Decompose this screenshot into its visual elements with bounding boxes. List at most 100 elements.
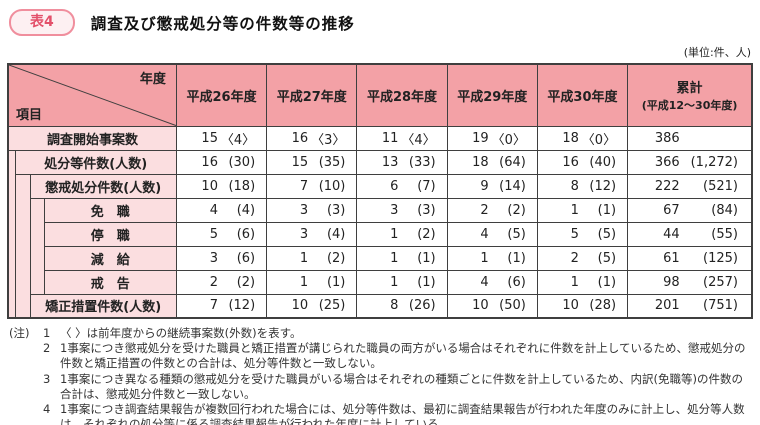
column-header-h30: 平成30年度 <box>536 63 629 127</box>
total-cell: 222 (521) <box>627 173 753 199</box>
total-cell: 98 (257) <box>627 269 753 295</box>
row-label: 戒 告 <box>43 269 177 295</box>
footnotes: (注) 1 〈 〉は前年度からの継続事案数(外数)を表す。 2 1事案につき懲戒… <box>9 326 751 425</box>
page-title: 調査及び懲戒処分等の件数等の推移 <box>90 14 355 33</box>
value-cell: 9 (14) <box>446 173 538 199</box>
value-cell: 2 (2) <box>175 269 268 295</box>
footnote-text: 1事案につき調査結果報告が複数回行われた場合には、処分等件数は、最初に調査結果報… <box>60 401 745 425</box>
total-header-line1: 累計 <box>676 81 703 97</box>
table-row-pay-cut: 減 給 3 (6) 1 (2) 1 (1) 1 (1) 2 (5) 61 (125) <box>8 245 753 271</box>
total-cell: 67 (84) <box>627 197 753 223</box>
value-cell: 1 (1) <box>536 197 629 223</box>
value-cell: 1 (1) <box>356 245 448 271</box>
value-cell: 4 (5) <box>446 221 538 247</box>
total-cell: 61 (125) <box>627 245 753 271</box>
total-cell: 44 (55) <box>627 221 753 247</box>
value-cell: 5 (5) <box>536 221 629 247</box>
value-cell: 2 (2) <box>446 197 538 223</box>
table-row-reprimand: 戒 告 2 (2) 1 (1) 1 (1) 4 (6) 1 (1) 98 (257) <box>8 269 753 295</box>
value-cell: 18 (64) <box>446 149 538 175</box>
value-cell: 4 (6) <box>446 269 538 295</box>
row-label: 調査開始事案数 <box>7 125 177 151</box>
footnote-3: 3 1事案につき異なる種類の懲戒処分を受けた職員がいる場合はそれぞれの種類ごとに… <box>9 372 751 402</box>
footnote-text: 1事案につき異なる種類の懲戒処分を受けた職員がいる場合はそれぞれの種類ごとに件数… <box>60 371 743 401</box>
value-cell: 15 (35) <box>266 149 358 175</box>
table-row-disciplinary-actions: 懲戒処分件数(人数) 10 (18) 7 (10) 6 (7) 9 (14) 8 (12)… <box>8 173 753 319</box>
value-cell: 8 (12) <box>536 173 629 199</box>
hierarchy-strip-level3 <box>29 197 45 295</box>
value-cell: 16 (40) <box>536 149 629 175</box>
value-cell: 18 〈0〉 <box>536 125 629 151</box>
diagonal-divider <box>9 65 176 126</box>
value-cell: 7 (10) <box>266 173 358 199</box>
corner-year-label: 年度 <box>139 72 166 87</box>
value-cell: 1 (1) <box>356 269 448 295</box>
total-cell: 366 (1,272) <box>627 149 753 175</box>
hierarchy-strip-level1 <box>7 149 16 319</box>
value-cell: 5 (6) <box>175 221 268 247</box>
hierarchy-strip-level2 <box>14 173 31 319</box>
value-cell: 16 (30) <box>175 149 268 175</box>
column-header-h27: 平成27年度 <box>266 63 358 127</box>
value-cell: 13 (33) <box>356 149 448 175</box>
column-header-h28: 平成28年度 <box>356 63 448 127</box>
table-title: 表4 調査及び懲戒処分等の件数等の推移 <box>9 9 753 36</box>
corner-item-label: 項目 <box>16 107 43 123</box>
table-row-suspension: 停 職 5 (6) 3 (4) 1 (2) 4 (5) 5 (5) 44 (55) <box>8 221 753 247</box>
unit-note: (単位:件、人) <box>683 46 751 59</box>
table-number-badge: 表4 <box>9 9 75 36</box>
total-header-line2: (平成12〜30年度) <box>641 99 738 113</box>
row-label: 停 職 <box>43 221 177 247</box>
column-header-total: 累計 (平成12〜30年度) <box>627 63 753 127</box>
corner-cell: 年度 項目 <box>7 63 177 127</box>
value-cell: 10 (50) <box>446 293 538 319</box>
value-cell: 10 (25) <box>266 293 358 319</box>
column-header-h26: 平成26年度 <box>175 63 268 127</box>
footnote-prefix: (注) <box>9 326 30 340</box>
row-label: 矯正措置件数(人数) <box>29 293 177 319</box>
table-row-dismissal: 免 職 4 (4) 3 (3) 3 (3) 2 (2) 1 (1) 67 (84) <box>8 197 753 295</box>
value-cell: 1 (1) <box>266 269 358 295</box>
row-label: 免 職 <box>43 197 177 223</box>
value-cell: 11 〈4〉 <box>356 125 448 151</box>
footnote-number: 2 <box>43 341 51 356</box>
value-cell: 3 (6) <box>175 245 268 271</box>
column-header-h29: 平成29年度 <box>446 63 538 127</box>
value-cell: 10 (18) <box>175 173 268 199</box>
row-label: 減 給 <box>43 245 177 271</box>
value-cell: 3 (3) <box>266 197 358 223</box>
value-cell: 15 〈4〉 <box>175 125 268 151</box>
footnote-text: 〈 〉は前年度からの継続事案数(外数)を表す。 <box>60 326 302 340</box>
footnote-2: 2 1事案につき懲戒処分を受けた職員と矯正措置が講じられた職員の両方がいる場合は… <box>9 341 751 371</box>
row-label: 懲戒処分件数(人数) <box>29 173 177 199</box>
value-cell: 8 (26) <box>356 293 448 319</box>
value-cell: 3 (4) <box>266 221 358 247</box>
value-cell: 1 (2) <box>266 245 358 271</box>
footnote-prefix-spacer <box>9 372 43 402</box>
total-cell: 386 <box>627 125 753 151</box>
footnote-4: 4 1事案につき調査結果報告が複数回行われた場合には、処分等件数は、最初に調査結… <box>9 402 751 425</box>
table-row-corrective-measures: 矯正措置件数(人数) 7 (12) 10 (25) 8 (26) 10 (50) 10(… <box>8 293 753 319</box>
row-label: 処分等件数(人数) <box>14 149 177 175</box>
footnote-number: 3 <box>43 371 51 386</box>
value-cell: 2 (5) <box>536 245 629 271</box>
value-cell: 1 (1) <box>446 245 538 271</box>
value-cell: 10 (28) <box>536 293 629 319</box>
value-cell: 19 〈0〉 <box>446 125 538 151</box>
value-cell: 1 (2) <box>356 221 448 247</box>
value-cell: 1 (1) <box>536 269 629 295</box>
table-row-dispositions: 処分等件数(人数) 16 (30) 15 (35) 13 (33) 18 (64) 16… <box>7 149 753 319</box>
value-cell: 4 (4) <box>175 197 268 223</box>
table-row-investigations-started: 調査開始事案数 15 〈4〉 16 〈3〉 11 〈4〉 19 〈0〉 18 〈0〉 38… <box>7 125 753 151</box>
value-cell: 3 (3) <box>356 197 448 223</box>
footnote-text: 1事案につき懲戒処分を受けた職員と矯正措置が講じられた職員の両方がいる場合はそれ… <box>60 341 746 371</box>
value-cell: 6 (7) <box>356 173 448 199</box>
header-row: 年度 項目 平成26年度 平成27年度 平成28年度 平成29年度 平成30年度… <box>7 63 753 127</box>
footnote-number: 1 <box>43 326 51 340</box>
footnote-number: 4 <box>43 401 51 416</box>
footnote-prefix-spacer <box>9 402 43 425</box>
value-cell: 16 〈3〉 <box>266 125 358 151</box>
value-cell: 7 (12) <box>175 293 268 319</box>
statistics-table: 年度 項目 平成26年度 平成27年度 平成28年度 平成29年度 平成30年度… <box>7 63 753 319</box>
